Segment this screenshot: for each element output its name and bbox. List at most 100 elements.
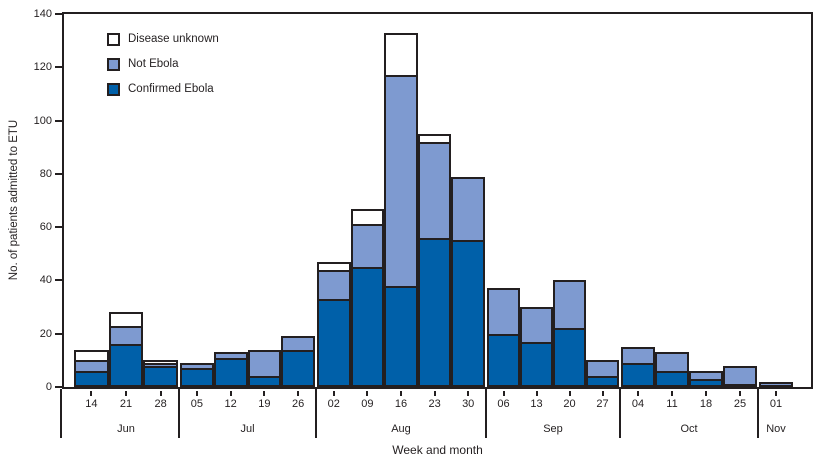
bar-segment-confirmed-ebola [384,285,418,387]
x-axis-tick [195,391,198,396]
week-label: 19 [258,398,271,410]
month-separator-line [315,389,317,438]
bar-segment-not-ebola [723,365,757,387]
y-tick-label: 20 [39,327,52,340]
month-label: Oct [680,423,698,435]
y-tick-label: 100 [33,114,52,127]
bar-segment-not-ebola [689,371,723,382]
bar-segment-confirmed-ebola [213,357,248,387]
bar-segment-not-ebola [655,352,689,374]
x-axis-title: Week and month [392,443,483,457]
confirmed-ebola-swatch-icon [107,82,120,96]
bar-segment-disease-unknown [350,208,385,227]
y-axis-tick [55,279,62,282]
bar-segment-not-ebola [759,382,793,387]
bar-segment-confirmed-ebola [451,240,485,387]
bar-segment-not-ebola [384,75,418,288]
week-label: 23 [428,398,441,410]
month-label: Jul [240,423,255,435]
bar-segment-not-ebola [350,224,385,270]
x-axis-tick [467,391,470,396]
month-separator-line [757,389,759,438]
week-label: 18 [699,398,713,410]
x-axis-tick [125,391,127,396]
week-label: 13 [530,398,543,410]
bar-segment-confirmed-ebola [655,371,689,387]
not-ebola-swatch-icon [107,57,120,71]
legend-item-not-ebola: Not Ebola [107,57,219,71]
bar-segment-disease-unknown [143,360,178,366]
y-axis-tick [55,172,62,175]
y-tick-label: 60 [39,221,52,234]
x-axis-tick [263,391,266,396]
bar-segment-confirmed-ebola [553,328,586,387]
x-axis-tick [705,391,707,396]
x-axis-tick [535,391,538,396]
x-axis-tick [400,391,402,396]
bar-segment-disease-unknown [74,349,109,363]
x-axis-tick [433,391,436,396]
bar-segment-confirmed-ebola [417,237,452,387]
month-label: Sep [543,423,563,435]
bar-segment-not-ebola [586,360,619,379]
bar-segment-not-ebola [417,141,452,240]
x-axis-tick [297,391,300,396]
x-axis-tick [568,391,571,396]
x-axis-tick [601,391,604,396]
y-axis-tick [55,119,62,122]
bar-segment-confirmed-ebola [520,341,553,387]
x-axis-tick [159,391,162,396]
x-axis-tick [775,391,777,396]
month-separator-line [485,389,487,438]
bar-segment-confirmed-ebola [621,363,655,387]
week-label: 09 [361,398,374,410]
legend-item-disease-unknown: Disease unknown [107,32,219,46]
bar-segment-not-ebola [451,176,485,243]
bar-segment-confirmed-ebola [350,267,385,387]
month-separator-line [60,389,62,438]
week-label: 28 [154,398,167,410]
week-label: 30 [462,398,475,410]
x-axis-tick [671,391,673,396]
x-axis-tick [366,391,369,396]
week-label: 04 [631,398,645,410]
bar-segment-not-ebola [281,336,315,352]
week-label: 16 [394,398,408,410]
x-axis-tick [332,391,335,396]
x-axis-tick [502,391,505,396]
y-tick-label: 120 [33,61,52,74]
bar-segment-not-ebola [621,347,655,366]
month-label: Aug [391,423,411,435]
y-axis-title: No. of patients admitted to ETU [8,119,20,281]
y-axis-tick [55,386,62,388]
week-label: 12 [224,398,237,410]
week-label: 25 [733,398,747,410]
bar-segment-not-ebola [213,352,248,360]
week-label: 27 [596,398,609,410]
bar-segment-not-ebola [247,349,282,379]
bar-segment-not-ebola [317,269,351,302]
y-tick-label: 40 [39,274,52,287]
disease-unknown-swatch-icon [107,32,120,46]
bar-segment-confirmed-ebola [487,333,520,387]
legend-item-confirmed-ebola: Confirmed Ebola [107,82,219,96]
bar-segment-confirmed-ebola [317,299,351,387]
bar-segment-confirmed-ebola [108,344,144,387]
week-label: 11 [666,398,678,410]
bar-segment-not-ebola [180,363,214,371]
y-axis-tick [55,13,62,15]
x-axis-tick [637,391,639,396]
week-label: 21 [119,398,133,410]
legend-label: Disease unknown [128,33,219,45]
legend: Disease unknown Not Ebola Confirmed Ebol… [107,32,219,107]
week-label: 05 [190,398,203,410]
bar-segment-confirmed-ebola [143,365,178,387]
legend-label: Not Ebola [128,58,179,70]
y-axis-tick [55,332,62,335]
bar-segment-confirmed-ebola [74,371,109,387]
bar-segment-confirmed-ebola [281,349,315,387]
y-tick-label: 140 [33,8,52,20]
bar-segment-disease-unknown [417,133,452,144]
month-label: Nov [766,423,786,435]
